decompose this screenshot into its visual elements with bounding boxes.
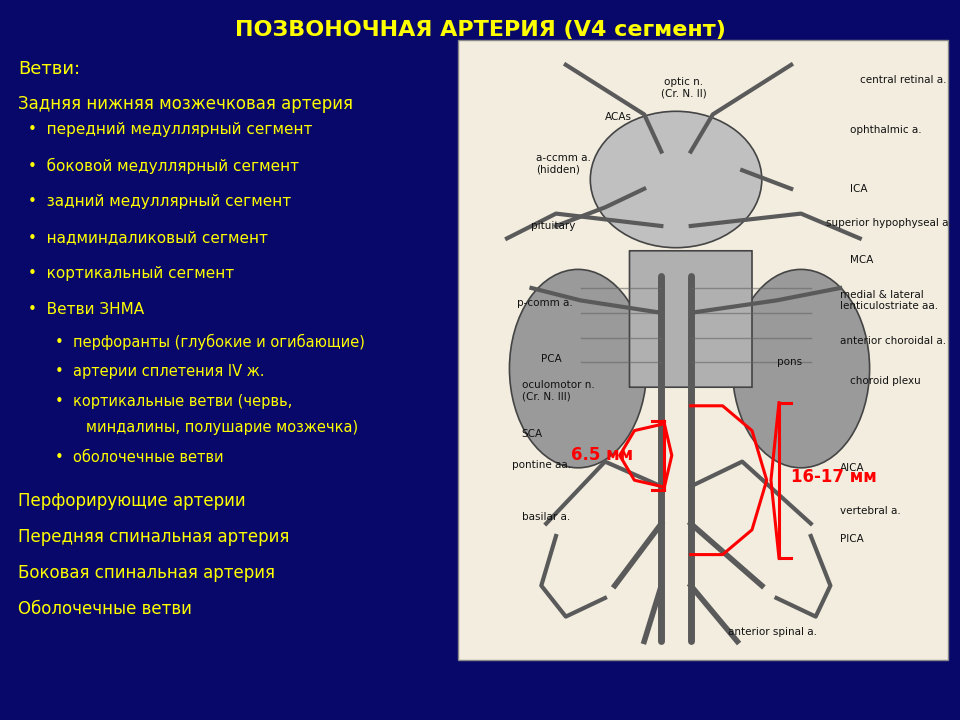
Text: ICA: ICA: [850, 184, 868, 194]
Text: pons: pons: [777, 357, 802, 367]
Text: SCA: SCA: [521, 428, 542, 438]
Text: AICA: AICA: [840, 463, 865, 473]
Text: •  оболочечные ветви: • оболочечные ветви: [55, 450, 224, 465]
Text: •  артерии сплетения IV ж.: • артерии сплетения IV ж.: [55, 364, 265, 379]
Text: 16-17 мм: 16-17 мм: [791, 468, 876, 486]
Text: optic n.
(Cr. N. II): optic n. (Cr. N. II): [660, 77, 707, 99]
Text: PCA: PCA: [541, 354, 562, 364]
Text: p-comm a.: p-comm a.: [516, 299, 572, 308]
Text: PICA: PICA: [840, 534, 864, 544]
Text: basilar a.: basilar a.: [521, 513, 570, 523]
Text: 6.5 мм: 6.5 мм: [570, 446, 633, 464]
Text: choroid plexu: choroid plexu: [850, 376, 921, 386]
Ellipse shape: [590, 112, 762, 248]
Text: Передняя спинальная артерия: Передняя спинальная артерия: [18, 528, 289, 546]
Text: anterior spinal a.: anterior spinal a.: [728, 627, 817, 637]
Text: oculomotor n.
(Cr. N. III): oculomotor n. (Cr. N. III): [521, 379, 594, 401]
Text: anterior choroidal a.: anterior choroidal a.: [840, 336, 947, 346]
Text: Ветви:: Ветви:: [18, 60, 80, 78]
Text: medial & lateral
lenticulostriate aa.: medial & lateral lenticulostriate aa.: [840, 289, 938, 311]
FancyBboxPatch shape: [458, 40, 948, 660]
Text: •  боковой медуллярный сегмент: • боковой медуллярный сегмент: [28, 158, 300, 174]
Text: ophthalmic a.: ophthalmic a.: [850, 125, 922, 135]
Text: vertebral a.: vertebral a.: [840, 506, 900, 516]
Ellipse shape: [510, 269, 647, 468]
Text: миндалины, полушарие мозжечка): миндалины, полушарие мозжечка): [72, 420, 358, 435]
Text: •  кортикальные ветви (червь,: • кортикальные ветви (червь,: [55, 394, 292, 409]
Text: MCA: MCA: [850, 255, 874, 265]
Text: Перфорирующие артерии: Перфорирующие артерии: [18, 492, 246, 510]
Text: pituitary: pituitary: [532, 221, 576, 231]
Text: pontine aa.: pontine aa.: [512, 459, 571, 469]
Text: ПОЗВОНОЧНАЯ АРТЕРИЯ (V4 сегмент): ПОЗВОНОЧНАЯ АРТЕРИЯ (V4 сегмент): [234, 20, 726, 40]
Text: Боковая спинальная артерия: Боковая спинальная артерия: [18, 564, 275, 582]
Text: Оболочечные ветви: Оболочечные ветви: [18, 600, 192, 618]
Text: •  задний медуллярный сегмент: • задний медуллярный сегмент: [28, 194, 291, 209]
Text: •  Ветви ЗНМА: • Ветви ЗНМА: [28, 302, 144, 317]
Ellipse shape: [732, 269, 870, 468]
Text: •  кортикальный сегмент: • кортикальный сегмент: [28, 266, 234, 281]
Text: Задняя нижняя мозжечковая артерия: Задняя нижняя мозжечковая артерия: [18, 95, 353, 113]
Text: ACAs: ACAs: [605, 112, 632, 122]
Text: •  передний медуллярный сегмент: • передний медуллярный сегмент: [28, 122, 313, 137]
Text: •  перфоранты (глубокие и огибающие): • перфоранты (глубокие и огибающие): [55, 334, 365, 350]
Text: •  надминдаликовый сегмент: • надминдаликовый сегмент: [28, 230, 268, 245]
FancyBboxPatch shape: [630, 251, 752, 387]
Text: a-ccmm a.
(hidden): a-ccmm a. (hidden): [537, 153, 591, 175]
Text: superior hypophyseal a.: superior hypophyseal a.: [826, 218, 951, 228]
Text: central retinal a.: central retinal a.: [860, 76, 947, 85]
